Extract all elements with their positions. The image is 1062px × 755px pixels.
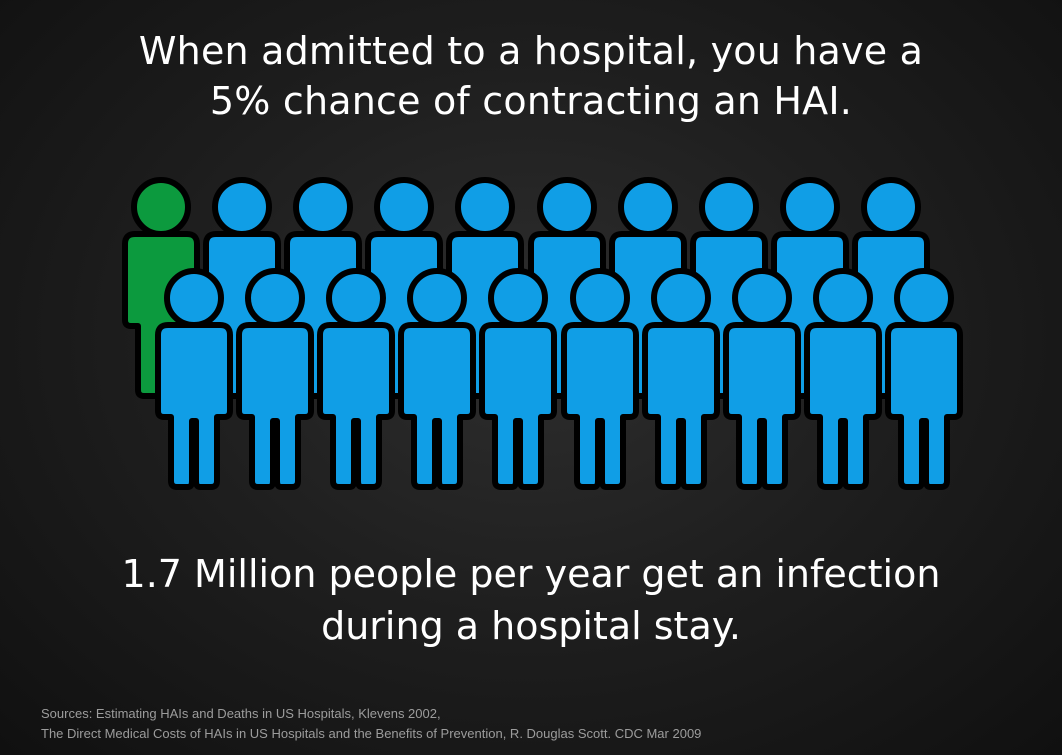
person-body: [560, 322, 639, 490]
person-icon: [803, 268, 883, 589]
person-head: [407, 268, 468, 328]
person-head: [536, 177, 597, 237]
person-icon: [641, 268, 721, 589]
person-head: [569, 268, 630, 328]
person-body: [236, 322, 315, 490]
sources-line-2: The Direct Medical Costs of HAIs in US H…: [41, 726, 702, 741]
statistic-text: 1.7 Million people per year get an infec…: [0, 548, 1062, 652]
person-head: [164, 268, 224, 328]
headline-line-1: When admitted to a hospital, you have a: [138, 29, 924, 73]
person-icon: [722, 268, 802, 589]
person-icon: [478, 268, 558, 589]
person-body: [722, 322, 801, 490]
person-head: [617, 177, 678, 237]
person-body: [803, 322, 882, 490]
person-head: [455, 177, 516, 237]
sources-line-1: Sources: Estimating HAIs and Deaths in U…: [41, 706, 441, 721]
person-body: [317, 322, 396, 490]
sources-footnote: Sources: Estimating HAIs and Deaths in U…: [41, 704, 701, 744]
person-head: [779, 177, 840, 237]
person-head: [731, 268, 792, 328]
statistic-line-1: 1.7 Million people per year get an infec…: [121, 552, 941, 596]
person-body: [155, 322, 233, 490]
person-icon: [397, 268, 477, 589]
person-head: [293, 177, 354, 237]
person-icon: [235, 268, 315, 589]
statistic-line-2: during a hospital stay.: [321, 604, 741, 648]
person-head: [326, 268, 387, 328]
person-head: [650, 268, 711, 328]
person-head: [698, 177, 759, 237]
person-icon: [560, 268, 640, 589]
person-head: [212, 177, 273, 237]
person-icon: [154, 268, 234, 589]
person-head: [131, 177, 191, 237]
person-body: [884, 322, 963, 490]
person-head: [374, 177, 435, 237]
person-head: [860, 177, 921, 237]
person-icon: [884, 268, 964, 589]
person-head: [893, 268, 954, 328]
headline-line-2: 5% chance of contracting an HAI.: [209, 79, 853, 123]
person-head: [812, 268, 873, 328]
person-head: [488, 268, 549, 328]
person-body: [479, 322, 558, 490]
person-icon: [316, 268, 396, 589]
headline: When admitted to a hospital, you have a …: [0, 26, 1062, 126]
person-body: [641, 322, 720, 490]
person-head: [245, 268, 306, 328]
person-body: [398, 322, 477, 490]
